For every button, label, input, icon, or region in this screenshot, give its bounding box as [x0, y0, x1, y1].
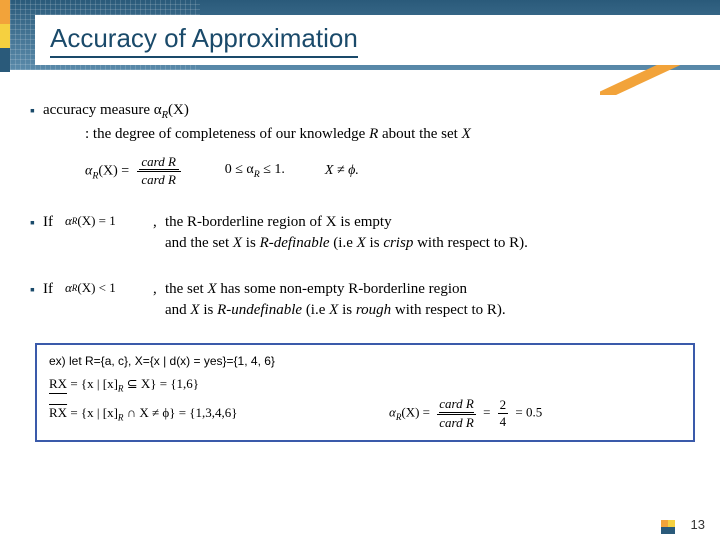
cond-definable: ▪ If αR(X) = 1 , the R-borderline region…: [30, 212, 700, 254]
accent-bar: [0, 0, 10, 72]
title-bar: Accuracy of Approximation: [35, 15, 720, 65]
bullet-accuracy-measure: ▪ accuracy measure αR(X): [30, 100, 700, 124]
formula-alpha-def: αR(X) = card Rcard R: [85, 155, 185, 188]
bullet-icon: ▪: [30, 281, 35, 301]
example-alpha-calc: αR(X) = card Rcard R = 24 = 0.5: [389, 397, 542, 430]
cond-undefinable: ▪ If αR(X) < 1 , the set X has some non-…: [30, 279, 700, 321]
bullet-icon: ▪: [30, 214, 35, 234]
example-box: ex) let R={a, c}, X={x | d(x) = yes}={1,…: [35, 343, 695, 442]
if-label: If: [43, 279, 65, 300]
cond-body-1: the R-borderline region of X is empty an…: [165, 212, 700, 254]
cond-expr-1: αR(X) = 1: [65, 212, 153, 230]
content-area: ▪ accuracy measure αR(X) : the degree of…: [30, 90, 700, 442]
example-header: ex) let R={a, c}, X={x | d(x) = yes}={1,…: [49, 353, 681, 370]
formula-row: αR(X) = card Rcard R 0 ≤ αR ≤ 1. X ≠ ϕ.: [85, 155, 700, 188]
example-lower: RX = {x | [x]R ⊆ X} = {1,6}: [49, 375, 681, 395]
cond-expr-2: αR(X) < 1: [65, 279, 153, 297]
page-number: 13: [691, 517, 705, 532]
if-label: If: [43, 212, 65, 233]
formula-range: 0 ≤ αR ≤ 1.: [225, 160, 285, 182]
cond-body-2: the set X has some non-empty R-borderlin…: [165, 279, 700, 321]
bullet-text: accuracy measure αR(X): [43, 100, 700, 124]
bullet-icon: ▪: [30, 102, 35, 122]
slide-title: Accuracy of Approximation: [50, 23, 358, 58]
example-upper: RX = {x | [x]R ∩ X ≠ ϕ} = {1,3,4,6} αR(X…: [49, 397, 681, 430]
formula-nonempty: X ≠ ϕ.: [325, 161, 359, 181]
footer-accent-icon: [661, 520, 675, 534]
accent-diagonal: [600, 65, 720, 95]
bullet-desc: : the degree of completeness of our know…: [85, 124, 700, 145]
